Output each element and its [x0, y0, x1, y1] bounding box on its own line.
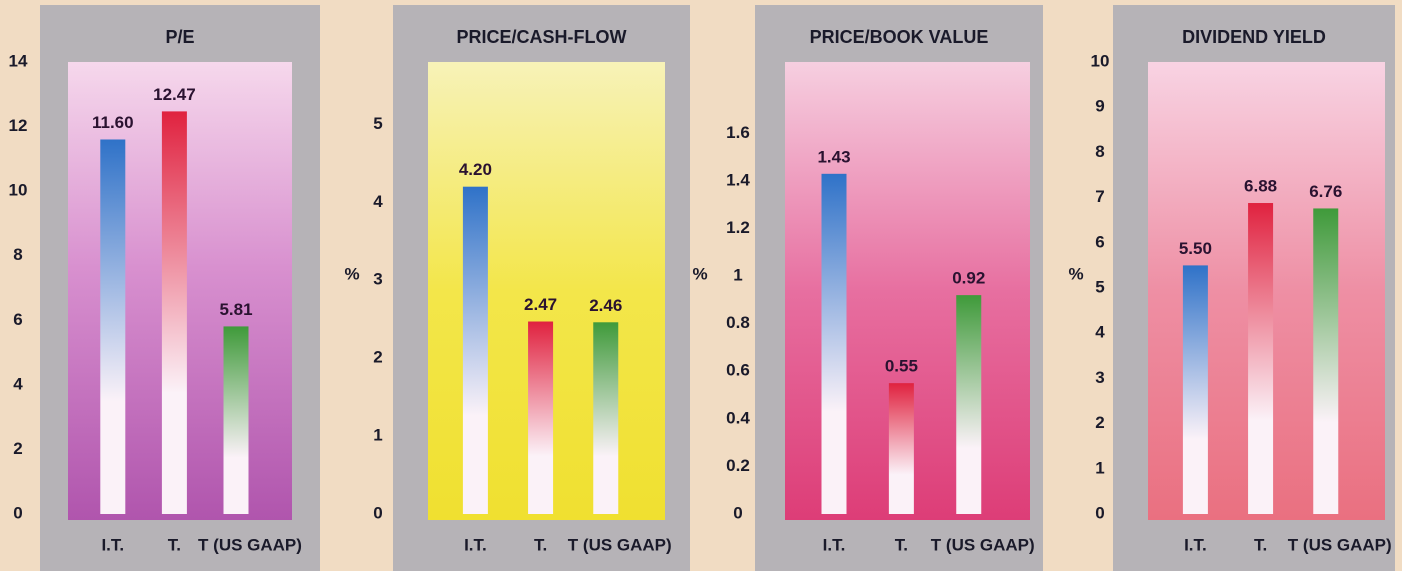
bar: [100, 139, 126, 514]
y-tick-label: 0: [1095, 503, 1104, 522]
y-tick-label: 1.6: [726, 123, 750, 142]
value-label: 1.43: [817, 147, 850, 166]
value-label: 5.50: [1179, 239, 1212, 258]
y-tick-label: 0: [733, 503, 742, 522]
y-tick-label: 5: [373, 114, 382, 133]
x-tick-label: T.: [895, 535, 908, 554]
bar: [821, 173, 847, 514]
bar: [956, 295, 982, 514]
value-label: 6.88: [1244, 177, 1277, 196]
value-label: 2.47: [524, 295, 557, 314]
value-label: 11.60: [92, 113, 134, 132]
y-tick-label: 12: [9, 116, 28, 135]
bar: [223, 326, 249, 514]
y-tick-label: 5: [1095, 277, 1104, 296]
y-tick-label: 0: [373, 503, 382, 522]
bar: [528, 321, 554, 514]
y-tick-label: 6: [13, 310, 22, 329]
y-tick-label: 8: [13, 245, 22, 264]
y-tick-label: 4: [373, 192, 383, 211]
y-tick-label: 3: [1095, 368, 1104, 387]
value-label: 0.55: [885, 357, 918, 376]
y-tick-label: 0: [13, 503, 22, 522]
y-tick-label: 4: [1095, 323, 1105, 342]
y-tick-label: 9: [1095, 97, 1104, 116]
value-label: 5.81: [219, 300, 252, 319]
x-tick-label: T.: [534, 535, 547, 554]
x-tick-label: T (US GAAP): [1288, 535, 1392, 554]
y-tick-label: 6: [1095, 232, 1104, 251]
y-tick-label: 10: [1091, 51, 1110, 70]
x-tick-label: I.T.: [464, 535, 487, 554]
chart-title: DIVIDEND YIELD: [1182, 27, 1326, 47]
chart-title: P/E: [165, 27, 194, 47]
y-tick-label: 1: [373, 426, 382, 445]
y-tick-label: 0.4: [726, 408, 750, 427]
y-tick-label: 4: [13, 374, 23, 393]
y-tick-label: 7: [1095, 187, 1104, 206]
y-tick-label: 8: [1095, 142, 1104, 161]
x-tick-label: I.T.: [101, 535, 124, 554]
x-tick-label: T (US GAAP): [568, 535, 672, 554]
bar: [1248, 203, 1274, 515]
bar: [161, 111, 187, 514]
chart-title: PRICE/CASH-FLOW: [457, 27, 627, 47]
x-tick-label: T.: [1254, 535, 1267, 554]
y-tick-label: 14: [9, 51, 28, 70]
bar: [888, 383, 914, 514]
chart-title: PRICE/BOOK VALUE: [810, 27, 989, 47]
y-tick-label: 1: [733, 266, 742, 285]
y-tick-label: 0.6: [726, 361, 750, 380]
x-tick-label: T (US GAAP): [931, 535, 1035, 554]
x-tick-label: I.T.: [823, 535, 846, 554]
y-tick-label: 0.2: [726, 456, 750, 475]
y-tick-label: 0.8: [726, 313, 750, 332]
y-tick-label: 2: [1095, 413, 1104, 432]
bar: [1313, 208, 1339, 514]
y-tick-label: 3: [373, 270, 382, 289]
y-tick-label: 1: [1095, 458, 1104, 477]
value-label: 6.76: [1309, 182, 1342, 201]
bar: [462, 186, 488, 515]
x-tick-label: I.T.: [1184, 535, 1207, 554]
value-label: 4.20: [459, 160, 492, 179]
y-axis-label: %: [1068, 264, 1083, 283]
y-tick-label: 1.2: [726, 218, 750, 237]
y-tick-label: 1.4: [726, 170, 750, 189]
y-tick-label: 2: [13, 439, 22, 458]
y-axis-label: %: [692, 264, 707, 283]
x-tick-label: T (US GAAP): [198, 535, 302, 554]
bar: [1182, 265, 1208, 514]
y-tick-label: 10: [9, 181, 28, 200]
value-label: 2.46: [589, 296, 622, 315]
value-label: 12.47: [153, 85, 196, 104]
bar: [593, 322, 619, 514]
value-label: 0.92: [952, 269, 985, 288]
x-tick-label: T.: [168, 535, 181, 554]
y-tick-label: 2: [373, 348, 382, 367]
y-axis-label: %: [344, 264, 359, 283]
